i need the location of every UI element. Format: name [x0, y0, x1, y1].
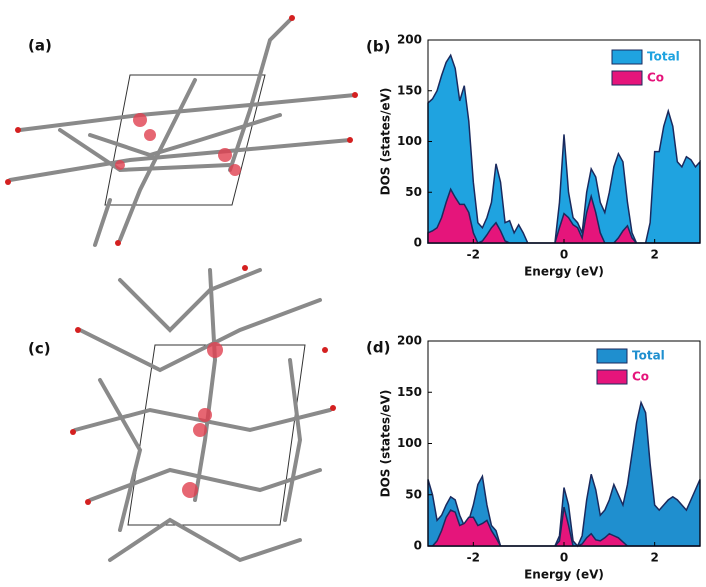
legend-label: Co: [632, 370, 649, 384]
unit-cell: [127, 344, 306, 526]
structure-a: [5, 15, 358, 247]
panel-label: (d): [366, 339, 390, 357]
x-tick-label: 2: [650, 248, 658, 262]
molecule-bonds: [73, 268, 332, 563]
legend-label: Total: [647, 50, 680, 64]
x-tick-label: -2: [467, 248, 480, 262]
oxygen-atoms: [70, 265, 336, 505]
cobalt-sites: [115, 113, 241, 176]
y-tick-label: 50: [405, 185, 422, 199]
molecule-bonds: [8, 18, 357, 247]
legend-label: Total: [632, 349, 665, 363]
x-tick-label: 0: [560, 248, 568, 262]
legend-label: Co: [647, 71, 664, 85]
y-tick-label: 100: [397, 436, 422, 450]
y-axis-label: DOS (states/eV): [379, 88, 393, 196]
panel-label: (c): [28, 340, 51, 358]
y-tick-label: 0: [414, 236, 422, 250]
structure-c: [70, 265, 336, 563]
x-tick-label: 0: [560, 551, 568, 565]
y-tick-label: 150: [397, 385, 422, 399]
panel-label: (b): [366, 38, 390, 56]
legend-swatch: [611, 70, 643, 86]
panel-label: (a): [28, 37, 52, 55]
y-axis-label: DOS (states/eV): [379, 390, 393, 498]
oxygen-atoms: [5, 15, 358, 246]
x-axis-label: Energy (eV): [524, 265, 604, 279]
y-tick-label: 150: [397, 83, 422, 97]
legend-swatch: [596, 348, 628, 364]
cobalt-sites: [182, 342, 223, 498]
dos-area: [427, 400, 701, 548]
x-tick-label: -2: [467, 551, 480, 565]
y-tick-label: 0: [414, 539, 422, 553]
y-tick-label: 100: [397, 134, 422, 148]
x-tick-label: 2: [650, 551, 658, 565]
y-tick-label: 200: [397, 334, 422, 348]
legend-swatch: [611, 49, 643, 65]
y-tick-label: 200: [397, 33, 422, 47]
dos-area: [427, 53, 701, 244]
x-axis-label: Energy (eV): [524, 568, 604, 582]
y-tick-label: 50: [405, 487, 422, 501]
legend-swatch: [596, 369, 628, 385]
